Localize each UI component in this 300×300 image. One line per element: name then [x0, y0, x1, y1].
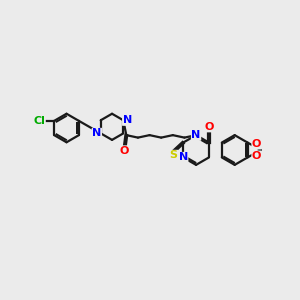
Text: N: N [178, 152, 188, 162]
Text: O: O [252, 151, 261, 161]
Text: O: O [204, 122, 214, 132]
Text: N: N [123, 115, 132, 125]
Text: O: O [119, 146, 129, 156]
Text: O: O [252, 139, 261, 149]
Text: N: N [92, 128, 101, 138]
Text: N: N [191, 130, 201, 140]
Text: S: S [170, 150, 178, 160]
Text: Cl: Cl [33, 116, 45, 126]
